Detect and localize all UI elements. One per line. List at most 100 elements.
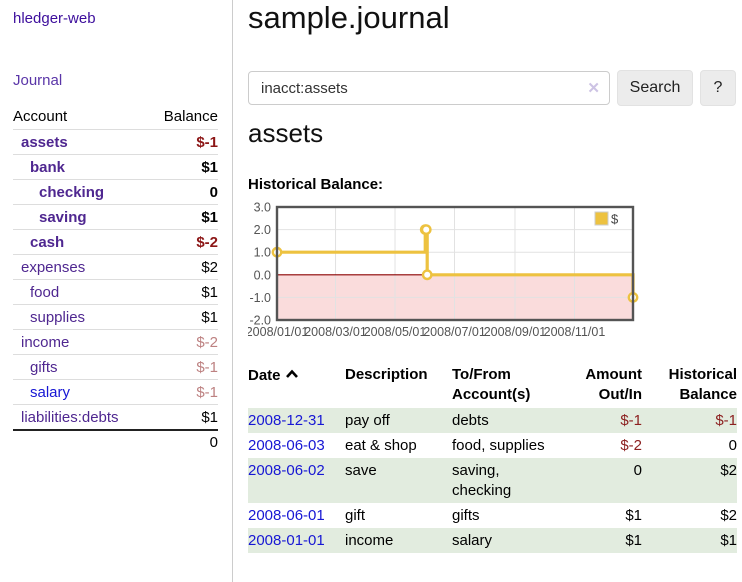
register-column-header: Amount Out/In [578,363,642,408]
sidebar-total-row: 0 [13,429,218,455]
sidebar-account-row: salary $-1 [13,379,218,404]
help-button[interactable]: ? [700,70,736,106]
sidebar-account-balance: $-2 [196,233,218,251]
register-row: 2008-06-02 save saving, checking 0 $2 [248,458,737,503]
sidebar-account-link-liabilities-debts[interactable]: liabilities:debts [21,408,119,426]
sidebar-account-link-checking[interactable]: checking [39,183,105,201]
transaction-date-link[interactable]: 2008-12-31 [248,412,325,429]
sidebar-account-row: saving $1 [13,204,218,229]
register-row: 2008-12-31 pay off debts $-1 $-1 [248,408,737,433]
transaction-date-link[interactable]: 2008-06-02 [248,462,325,479]
sidebar-account-row: cash $-2 [13,229,218,254]
sidebar-account-link-income[interactable]: income [21,333,70,351]
search-button[interactable]: Search [617,70,693,106]
transaction-date-link[interactable]: 2008-06-03 [248,437,325,454]
transaction-description-cell: eat & shop [345,437,417,454]
sidebar-account-link-gifts[interactable]: gifts [30,358,58,376]
brand-link[interactable]: hledger-web [13,10,96,27]
column-header-label: Amount [585,366,642,383]
sidebar-account-row: supplies $1 [13,304,218,329]
main-content: sample.journal ✕ Search ? assets Histori… [248,0,742,582]
accounts-table-header: Account Balance [13,103,218,129]
chart-legend: $ [594,211,619,227]
sidebar-account-balance: $-2 [196,333,218,351]
transaction-accounts-cell: salary [452,532,493,549]
transaction-description-cell: pay off [345,412,390,429]
search-row: ✕ Search ? [248,70,742,106]
sidebar-account-link-assets[interactable]: assets [21,133,68,151]
column-header-label: To/From [452,366,511,383]
transaction-date-cell: 2008-06-03 [248,433,345,458]
sidebar-account-row: food $1 [13,279,218,304]
sidebar-account-link-bank[interactable]: bank [30,158,66,176]
svg-text:2008/01/01: 2008/01/01 [248,325,308,339]
transaction-date-cell: 2008-06-02 [248,458,345,503]
sidebar-account-balance: $1 [201,408,218,426]
column-header-label: Description [345,366,428,383]
transaction-balance-cell: $2 [720,462,737,479]
legend-label: $ [611,212,619,227]
sidebar-account-link-cash[interactable]: cash [30,233,65,251]
transaction-description-cell: save [345,462,377,479]
transaction-date-link[interactable]: 2008-01-01 [248,532,325,549]
transaction-amount-cell: $1 [625,532,642,549]
register-row: 2008-01-01 income salary $1 $1 [248,528,737,553]
svg-text:2008/11/01: 2008/11/01 [544,325,606,339]
page-title: sample.journal [248,0,450,35]
transaction-amount-cell: $1 [625,507,642,524]
account-column-header: Account [13,107,68,125]
sidebar-account-row: expenses $2 [13,254,218,279]
transaction-date-link[interactable]: 2008-06-01 [248,507,325,524]
sidebar-account-balance: $2 [201,258,218,276]
transaction-date-cell: 2008-12-31 [248,408,345,433]
column-header-label: Historical [668,366,737,383]
transaction-date-cell: 2008-01-01 [248,528,345,553]
register-table: Date Description To/From Account(s) Amount Ou… [248,363,737,553]
register-header-row: Date Description To/From Account(s) Amount Ou… [248,363,737,408]
sidebar-account-balance: $1 [201,308,218,326]
transaction-balance-cell: 0 [728,437,737,454]
column-header-label: Out/In [598,386,642,403]
clear-search-icon[interactable]: ✕ [587,80,600,97]
sidebar-account-row: income $-2 [13,329,218,354]
transaction-accounts-cell: gifts [452,507,480,524]
transaction-balance-cell: $-1 [715,412,737,429]
sidebar-account-link-saving[interactable]: saving [39,208,87,226]
historical-balance-chart: 3.0 2.0 1.0 0.0 -1.0 -2.02008/01/012008/03/01… [248,201,639,339]
sidebar-account-link-salary[interactable]: salary [30,383,71,401]
register-column-header: Historical Balance [642,363,737,408]
legend-swatch [594,211,609,226]
transaction-balance-cell: $2 [720,507,737,524]
register-column-header: Description [345,363,452,408]
transaction-balance-cell: $1 [720,532,737,549]
svg-text:3.0: 3.0 [254,201,271,215]
svg-text:-1.0: -1.0 [249,291,271,305]
register-column-header: Date [248,363,345,408]
transaction-amount-cell: $-2 [620,437,642,454]
search-input[interactable] [248,71,610,105]
sidebar-account-row: bank $1 [13,154,218,179]
sort-ascending-icon[interactable] [285,365,299,385]
svg-text:2008/05/01: 2008/05/01 [364,325,427,339]
svg-text:1.0: 1.0 [254,246,271,260]
nav-journal-link[interactable]: Journal [13,72,63,89]
sidebar-account-link-supplies[interactable]: supplies [30,308,86,326]
svg-text:-2.0: -2.0 [249,314,271,328]
register-row: 2008-06-01 gift gifts $1 $2 [248,503,737,528]
sidebar-account-link-food[interactable]: food [30,283,60,301]
sidebar-account-row: assets $-1 [13,129,218,154]
column-header-label: Account(s) [452,386,531,403]
chart-label: Historical Balance: [248,176,384,193]
sidebar-account-balance: $1 [201,283,218,301]
transaction-description-cell: income [345,532,394,549]
sidebar-account-balance: $-1 [196,358,218,376]
sidebar: hledger-web Journal Account Balance asse… [0,0,232,582]
transaction-accounts-cell: food, supplies [452,437,545,454]
sidebar-account-link-expenses[interactable]: expenses [21,258,86,276]
svg-text:2008/07/01: 2008/07/01 [423,325,486,339]
transaction-accounts-cell: debts [452,412,489,429]
sidebar-account-row: checking 0 [13,179,218,204]
register-row: 2008-06-03 eat & shop food, supplies $-2 0 [248,433,737,458]
sidebar-account-balance: $1 [201,208,218,226]
svg-text:2008/09/01: 2008/09/01 [484,325,547,339]
